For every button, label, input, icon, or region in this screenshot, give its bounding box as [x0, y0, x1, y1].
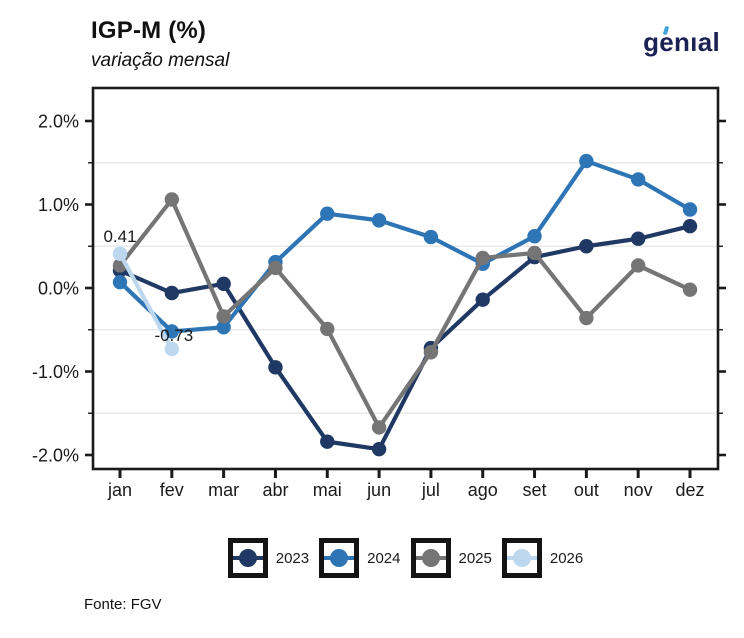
- data-label-2026-fev: -0.73: [154, 326, 193, 345]
- series-line-2026: [117, 251, 174, 352]
- x-tick-label: set: [523, 480, 547, 500]
- x-tick-label: nov: [624, 480, 653, 500]
- igpm-line-chart: 2.0% 1.0% 0.0% -1.0% -2.0% jan fev mar abr mai jun…: [32, 86, 726, 500]
- legend-item-2025: 2025: [410, 538, 492, 578]
- point-2023-mai: [320, 434, 335, 449]
- point-2024-nov: [630, 172, 646, 187]
- point-2025-dez: [682, 282, 698, 297]
- series-line-2025: [117, 197, 693, 430]
- x-tick-label: jan: [107, 480, 132, 500]
- point-2025-fev: [164, 192, 180, 207]
- legend-item-label: 2025: [458, 549, 492, 567]
- point-2024-jul: [423, 229, 439, 245]
- point-2023-ago: [475, 292, 490, 307]
- point-2026-jan: [112, 246, 128, 261]
- point-2023-mar: [216, 276, 231, 292]
- point-2023-abr: [268, 360, 283, 375]
- x-tick-label: jul: [421, 480, 440, 500]
- x-tick-label: out: [574, 480, 599, 500]
- x-tick-label: dez: [675, 480, 704, 500]
- y-tick-label: -2.0%: [32, 445, 79, 465]
- genial-logo: genıal: [643, 25, 720, 57]
- x-tick-label: abr: [262, 480, 288, 500]
- point-2023-jun: [371, 441, 387, 457]
- legend-item-2023: 2023: [227, 538, 310, 578]
- point-2025-mai: [320, 321, 335, 337]
- point-2023-nov: [630, 231, 646, 246]
- point-2024-mar: [216, 320, 231, 335]
- point-2024-out: [579, 153, 594, 169]
- point-2024-set: [527, 229, 542, 244]
- legend-key-icon: [501, 538, 542, 578]
- point-2024-jan: [112, 274, 128, 290]
- source-note: Fonte: FGV: [84, 596, 162, 613]
- plot-border: [91, 86, 720, 471]
- chart-title: IGP-M (%): [91, 17, 207, 44]
- genial-logo-text: genıal: [643, 27, 720, 57]
- point-2023-out: [579, 239, 594, 254]
- y-tick-label: -1.0%: [32, 362, 79, 382]
- data-label-2026-jan: 0.41: [103, 227, 136, 246]
- x-tick-label: mai: [313, 480, 342, 500]
- legend-key-icon: [410, 538, 451, 578]
- point-2025-mar: [216, 309, 231, 324]
- legend: 2023 2024 2025 2026: [93, 538, 718, 578]
- point-2025-ago: [475, 250, 490, 266]
- legend-item-label: 2026: [549, 549, 584, 567]
- point-2023-fev: [164, 285, 180, 301]
- x-tick-label: fev: [160, 480, 184, 500]
- x-tick-label: ago: [468, 480, 498, 500]
- point-2025-jun: [371, 420, 387, 435]
- point-2025-out: [579, 310, 594, 326]
- legend-key-icon: [227, 538, 268, 578]
- legend-item-2026: 2026: [501, 538, 584, 578]
- x-tick-label: mar: [208, 480, 239, 500]
- legend-item-label: 2023: [275, 549, 310, 567]
- legend-key-icon: [319, 538, 360, 578]
- legend-item-2024: 2024: [319, 538, 401, 578]
- chart-subtitle: variação mensal: [91, 50, 230, 71]
- point-2026-fev: [164, 341, 180, 357]
- series-line-2024: [117, 158, 693, 334]
- point-2025-abr: [268, 260, 283, 276]
- series-line-2023: [117, 224, 693, 452]
- point-2025-jul: [423, 345, 439, 360]
- point-2024-fev: [164, 324, 180, 339]
- point-2025-set: [527, 245, 542, 261]
- point-2023-dez: [682, 219, 698, 234]
- y-tick-label: 2.0%: [38, 111, 79, 131]
- x-tick-label: jun: [366, 480, 391, 500]
- y-tick-label: 0.0%: [38, 278, 79, 298]
- point-2024-mai: [320, 206, 335, 221]
- point-2025-nov: [630, 258, 646, 273]
- legend-item-label: 2024: [367, 549, 401, 567]
- point-2024-dez: [682, 202, 698, 217]
- y-tick-label: 1.0%: [38, 195, 79, 215]
- point-2024-jun: [371, 213, 387, 228]
